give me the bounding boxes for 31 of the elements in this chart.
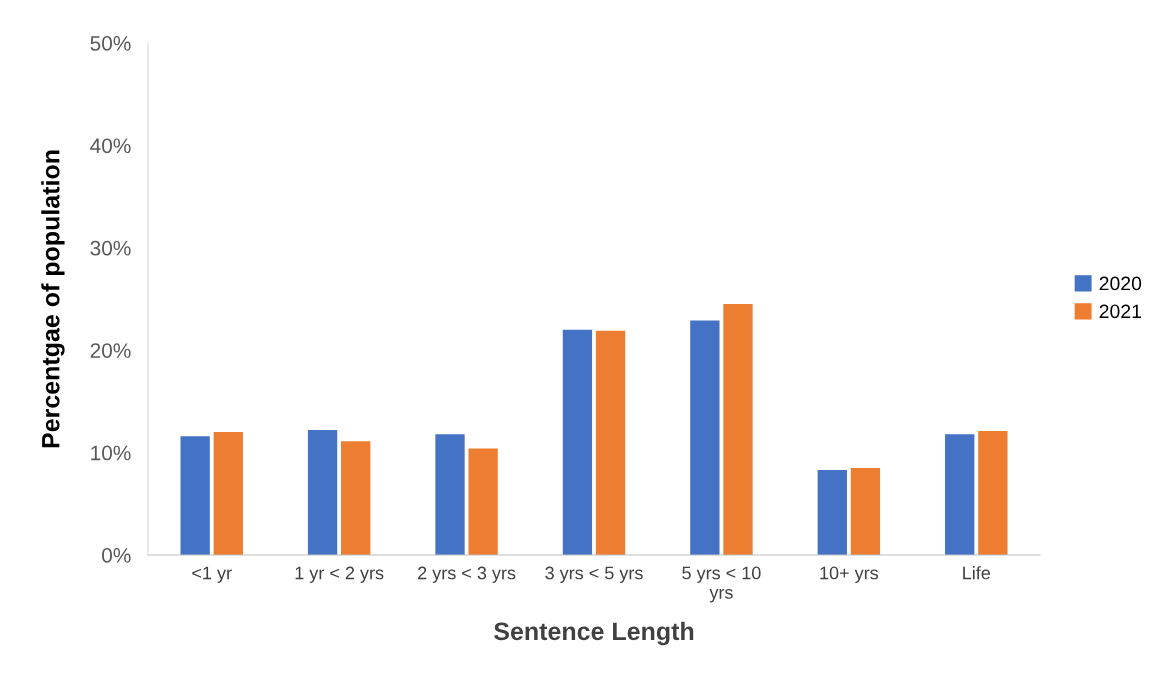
- bar: [595, 330, 626, 555]
- y-tick-label: 20%: [90, 343, 131, 358]
- bar: [213, 432, 243, 555]
- bar: [817, 470, 847, 555]
- x-tick-label: 1 yr < 2 yrs: [295, 566, 384, 583]
- bar: [978, 431, 1008, 555]
- bar: [468, 448, 498, 555]
- y-tick-label: 30%: [90, 240, 131, 256]
- x-tick-label: 2 yrs < 3 yrs: [418, 566, 516, 583]
- legend-label: 2021: [1099, 304, 1141, 319]
- x-tick-label: 10+ yrs: [820, 566, 879, 583]
- y-tick-label: 10%: [91, 445, 131, 461]
- bar: [723, 304, 753, 555]
- bar: [945, 434, 975, 555]
- bar: [180, 436, 210, 555]
- x-tick-label: Life: [963, 566, 991, 580]
- y-axis-title: Percentgae of population: [41, 150, 65, 448]
- x-tick-label: 3 yrs < 5 yrs: [545, 566, 643, 583]
- bar: [850, 467, 881, 555]
- bar: [690, 320, 720, 555]
- bar: [307, 430, 338, 555]
- legend-label: 2020: [1099, 276, 1142, 291]
- bar: [341, 441, 371, 555]
- y-tick-label: 50%: [90, 36, 131, 51]
- bar: [562, 329, 593, 555]
- x-tick-label: <1 yr: [192, 566, 232, 583]
- bar: [435, 434, 465, 555]
- y-tick-label: 0%: [102, 548, 131, 563]
- x-tick-label: 5 yrs < 10 yrs: [682, 566, 761, 603]
- y-tick-label: 40%: [90, 138, 131, 154]
- x-axis-title: Sentence Length: [494, 621, 694, 646]
